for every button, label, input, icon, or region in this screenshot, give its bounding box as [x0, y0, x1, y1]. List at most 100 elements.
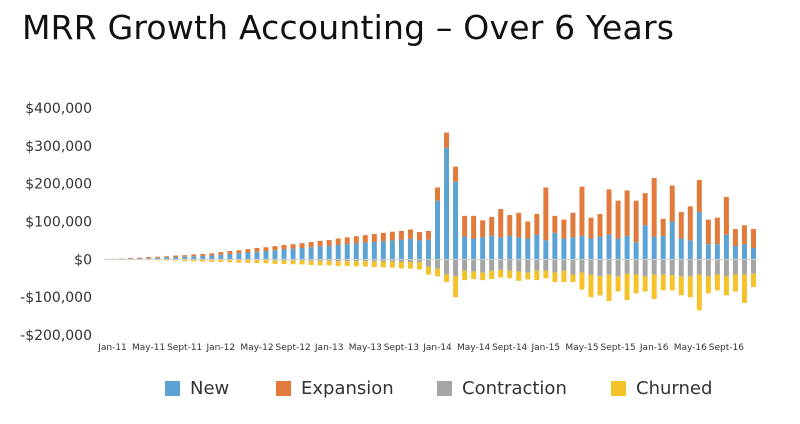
bar-contraction [696, 259, 702, 275]
bar-new [426, 239, 431, 260]
bar-new [633, 242, 639, 260]
bar-contraction [362, 259, 368, 262]
bar-contraction [687, 259, 693, 277]
bar-new [254, 251, 260, 260]
bar-expansion [525, 221, 531, 239]
legend-label-contraction: Contraction [462, 378, 567, 399]
bar-new [525, 238, 531, 260]
bar-contraction [426, 259, 431, 267]
bar-churned [416, 262, 422, 270]
bar-contraction [380, 259, 386, 262]
bar-contraction [353, 259, 359, 262]
bar-contraction [462, 259, 468, 271]
bar-churned [173, 259, 179, 261]
bar-churned [705, 276, 711, 294]
bar-contraction [290, 259, 296, 261]
x-tick-label: Jan-11 [97, 343, 127, 353]
bar-new [588, 238, 594, 260]
bar-new [335, 244, 341, 260]
bar-contraction [272, 259, 278, 261]
x-tick-label: May-13 [349, 343, 382, 353]
bar-churned [624, 273, 630, 301]
bar-expansion [263, 247, 269, 252]
bar-churned [534, 270, 540, 281]
bar-expansion [371, 233, 377, 242]
bar-new [173, 257, 179, 260]
chart-title: MRR Growth Accounting – Over 6 Years [22, 8, 675, 47]
bar-expansion [308, 241, 314, 248]
bar-churned [660, 274, 666, 291]
bar-new [579, 235, 585, 260]
bar-expansion [398, 230, 404, 240]
bar-churned [471, 271, 477, 280]
bar-new [146, 258, 152, 260]
bar-new [705, 244, 711, 260]
bar-contraction [705, 259, 711, 277]
bar-churned [389, 261, 395, 268]
bar-new [344, 244, 350, 260]
bar-churned [633, 274, 639, 294]
bar-churned [407, 261, 413, 269]
bar-contraction [751, 259, 756, 274]
bar-expansion [705, 219, 711, 245]
bar-expansion [236, 250, 242, 254]
x-tick-label: May-14 [457, 343, 490, 353]
bar-new [164, 257, 170, 260]
bar-churned [498, 269, 504, 278]
y-tick-label: $300,000 [25, 139, 92, 155]
bar-new [444, 147, 450, 260]
bar-contraction [489, 259, 495, 271]
bar-churned [236, 260, 242, 263]
bar-contraction [371, 259, 377, 262]
bar-churned [579, 272, 585, 290]
bar-contraction [281, 259, 287, 261]
bar-new [326, 246, 332, 260]
bar-contraction [435, 259, 440, 269]
bar-expansion [155, 256, 161, 258]
legend-swatch-expansion [276, 381, 291, 396]
bar-contraction [579, 259, 585, 273]
bar-new [362, 242, 368, 260]
bar-new [678, 238, 684, 260]
bar-expansion [317, 240, 323, 247]
x-tick-label: Jan-15 [531, 343, 561, 353]
bar-expansion [561, 219, 567, 239]
bar-contraction [723, 259, 729, 277]
bar-expansion [471, 215, 477, 239]
bar-new [642, 225, 648, 260]
bar-churned [453, 276, 459, 298]
bar-churned [272, 260, 278, 264]
bar-new [317, 246, 323, 260]
bar-contraction [407, 259, 413, 262]
bar-churned [687, 276, 693, 298]
bar-contraction [543, 259, 549, 271]
bar-expansion [741, 225, 747, 245]
bar-churned [371, 261, 377, 268]
bar-churned [254, 260, 260, 264]
bar-expansion [453, 166, 459, 182]
x-tick-label: May-12 [240, 343, 273, 353]
bar-contraction [516, 259, 522, 272]
bar-churned [678, 276, 684, 296]
bar-churned [209, 259, 215, 262]
bar-churned [299, 260, 305, 265]
bar-new [471, 238, 477, 260]
bar-contraction [552, 259, 558, 273]
bar-new [236, 253, 242, 260]
bar-expansion [444, 132, 450, 148]
bar-contraction [678, 259, 684, 277]
bar-churned [516, 271, 522, 281]
bar-contraction [453, 259, 459, 277]
x-tick-label: Jan-16 [639, 343, 669, 353]
bar-new [155, 257, 161, 260]
bar-new [489, 235, 495, 260]
bar-expansion [146, 257, 152, 259]
legend-label-expansion: Expansion [301, 378, 394, 399]
bar-contraction [588, 259, 594, 275]
bar-new [498, 237, 504, 260]
bar-churned [398, 261, 404, 269]
bar-churned [561, 270, 567, 283]
bar-churned [588, 274, 594, 298]
x-tick-label: Sept-12 [275, 343, 310, 353]
bar-churned [308, 260, 314, 266]
